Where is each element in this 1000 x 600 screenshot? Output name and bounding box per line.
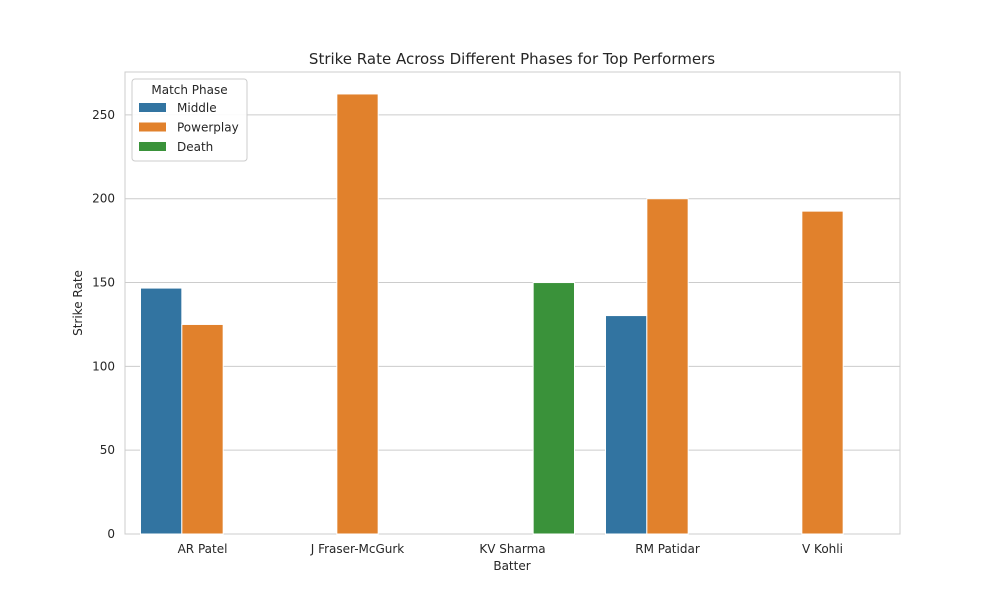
- plot-background: [124, 71, 901, 535]
- legend-label-powerplay: Powerplay: [177, 121, 239, 135]
- y-tick-label: 100: [92, 359, 115, 373]
- y-tick-label: 0: [107, 527, 115, 541]
- y-axis-label: Strike Rate: [71, 270, 85, 336]
- bar-middle: [140, 287, 183, 535]
- legend-label-middle: Middle: [177, 101, 217, 115]
- legend: Match Phase Middle Powerplay Death: [131, 78, 248, 162]
- x-tick-label: V Kohli: [802, 542, 843, 556]
- bar-death: [532, 282, 576, 535]
- grid: [125, 114, 900, 535]
- legend-title: Match Phase: [151, 83, 227, 97]
- bar-powerplay: [801, 210, 844, 535]
- y-ticks: 0 50 100 150 200 250: [92, 108, 115, 541]
- bars: [140, 93, 844, 535]
- x-tick-label: KV Sharma: [479, 542, 545, 556]
- x-tick-label: J Fraser-McGurk: [310, 542, 405, 556]
- x-tick-label: RM Patidar: [635, 542, 700, 556]
- bar-powerplay: [336, 93, 379, 535]
- x-tick-label: AR Patel: [178, 542, 228, 556]
- legend-items: Middle Powerplay Death: [139, 101, 239, 154]
- bar-middle: [605, 315, 648, 535]
- x-axis-label: Batter: [493, 559, 530, 573]
- legend-swatch-powerplay: [139, 122, 166, 132]
- y-tick-label: 200: [92, 192, 115, 206]
- bar-powerplay: [181, 323, 224, 535]
- legend-swatch-middle: [139, 103, 166, 112]
- legend-box: [131, 78, 248, 162]
- y-tick-label: 250: [92, 108, 115, 122]
- legend-swatch-death: [139, 142, 166, 151]
- x-ticks: AR Patel J Fraser-McGurk KV Sharma RM Patid…: [178, 542, 843, 556]
- y-tick-label: 50: [100, 443, 115, 457]
- chart-title: Strike Rate Across Different Phases for …: [309, 50, 715, 68]
- bar-powerplay: [646, 198, 689, 535]
- legend-label-death: Death: [177, 140, 213, 154]
- y-tick-label: 150: [92, 276, 115, 290]
